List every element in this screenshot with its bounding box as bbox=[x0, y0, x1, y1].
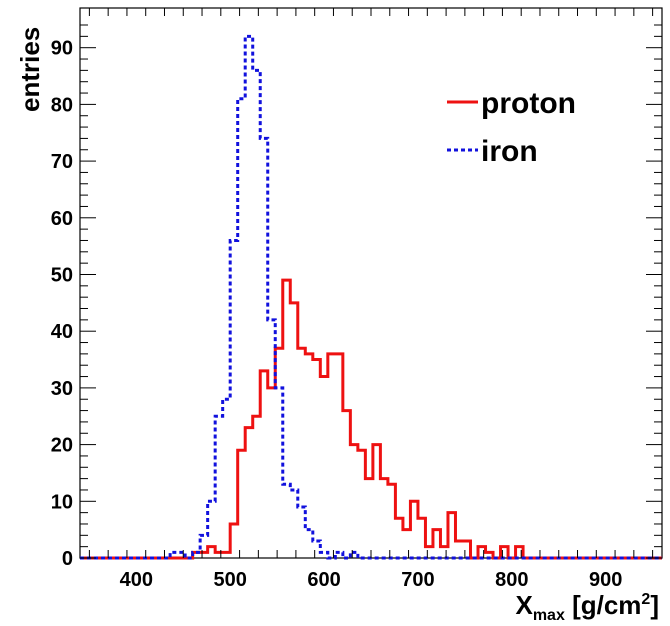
x-axis-title-end: ] bbox=[650, 590, 659, 620]
x-tick-label: 800 bbox=[495, 569, 528, 591]
y-axis-title: entries bbox=[15, 27, 45, 112]
legend-label-proton: proton bbox=[481, 87, 576, 120]
x-tick-label: 500 bbox=[214, 569, 247, 591]
y-tick-label: 40 bbox=[51, 321, 73, 343]
x-tick-label: 600 bbox=[307, 569, 340, 591]
x-tick-label: 900 bbox=[589, 569, 622, 591]
axis-ticks bbox=[80, 8, 662, 559]
x-axis-title-main: X bbox=[515, 590, 533, 620]
y-tick-label: 10 bbox=[51, 491, 73, 513]
y-tick-label: 30 bbox=[51, 378, 73, 400]
y-tick-label: 90 bbox=[51, 38, 73, 60]
x-axis-title-sub: max bbox=[533, 607, 565, 624]
series-line-proton bbox=[80, 278, 662, 560]
legend: proton iron bbox=[447, 87, 576, 168]
tick-labels: 400 500 600 700 800 900 0 10 20 30 40 50 60 70 80 90 bbox=[51, 38, 623, 591]
legend-label-iron: iron bbox=[481, 135, 538, 168]
x-tick-label: 700 bbox=[401, 569, 434, 591]
y-tick-label: 50 bbox=[51, 264, 73, 286]
y-tick-label: 60 bbox=[51, 208, 73, 230]
x-axis-title: Xmax [g/cm2] bbox=[515, 590, 659, 624]
y-tick-label: 20 bbox=[51, 435, 73, 457]
series-line-iron bbox=[80, 34, 662, 560]
y-tick-label: 0 bbox=[62, 548, 73, 570]
x-axis-title-sup: 2 bbox=[641, 591, 650, 608]
x-axis-title-rest: [g/cm bbox=[565, 590, 642, 620]
x-tick-label: 400 bbox=[120, 569, 153, 591]
y-tick-label: 70 bbox=[51, 151, 73, 173]
histogram-layer bbox=[80, 34, 662, 560]
y-tick-label: 80 bbox=[51, 94, 73, 116]
